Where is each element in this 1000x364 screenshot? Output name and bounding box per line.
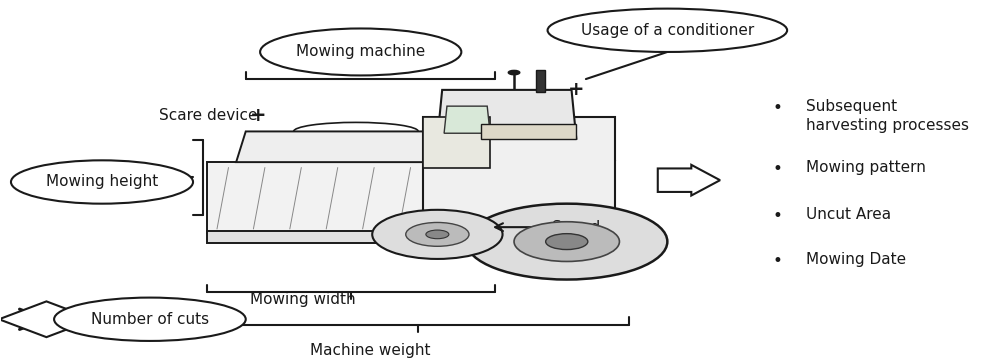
Polygon shape [207, 231, 500, 244]
FancyArrow shape [658, 165, 720, 195]
Text: •: • [773, 160, 782, 178]
Ellipse shape [54, 298, 246, 341]
Text: Mowing height: Mowing height [46, 174, 158, 190]
Circle shape [546, 234, 588, 250]
Polygon shape [0, 301, 94, 337]
Text: Mowing Date: Mowing Date [806, 253, 906, 268]
Polygon shape [536, 70, 545, 92]
Text: Speed: Speed [552, 219, 601, 235]
Polygon shape [480, 124, 576, 139]
Text: Scare device: Scare device [159, 108, 258, 123]
Circle shape [426, 230, 449, 239]
Text: •: • [773, 253, 782, 270]
Ellipse shape [260, 28, 461, 75]
Polygon shape [236, 131, 480, 162]
Polygon shape [423, 117, 615, 218]
Text: Subsequent
harvesting processes: Subsequent harvesting processes [806, 99, 969, 133]
Polygon shape [423, 117, 490, 167]
Text: Usage of a conditioner: Usage of a conditioner [581, 23, 754, 38]
Circle shape [406, 222, 469, 246]
Circle shape [372, 210, 503, 259]
Polygon shape [207, 162, 495, 233]
Polygon shape [444, 106, 490, 133]
Text: Uncut Area: Uncut Area [806, 207, 891, 222]
Text: •: • [773, 99, 782, 117]
Circle shape [508, 70, 520, 75]
Text: +: + [568, 80, 585, 99]
Text: Machine weight: Machine weight [310, 343, 431, 358]
Text: Number of cuts: Number of cuts [91, 312, 209, 327]
Circle shape [514, 222, 619, 261]
Text: Mowing width: Mowing width [250, 292, 356, 307]
Text: Mowing machine: Mowing machine [296, 44, 425, 59]
Text: •: • [773, 207, 782, 225]
Ellipse shape [548, 9, 787, 52]
Text: +: + [250, 106, 266, 125]
Circle shape [466, 204, 667, 280]
Text: Mowing pattern: Mowing pattern [806, 160, 926, 175]
Ellipse shape [11, 160, 193, 204]
Polygon shape [437, 90, 576, 139]
